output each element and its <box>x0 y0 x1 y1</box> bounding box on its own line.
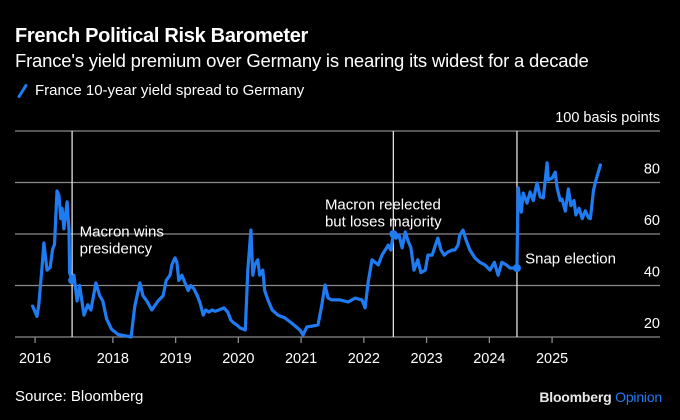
x-tick-label: 2018 <box>97 351 129 367</box>
y-tick-label: 80 <box>644 162 660 178</box>
y-axis: 100 basis points 80 60 40 20 <box>555 110 660 332</box>
x-tick-label: 2023 <box>410 351 442 367</box>
x-axis: 2016 2018 2019 2020 2021 2022 2023 2024 2025 <box>19 337 568 367</box>
annotation-label: Macron wins <box>80 224 164 241</box>
brand-logo: Bloomberg Opinion <box>539 389 662 405</box>
legend: France 10-year yield spread to Germany <box>15 82 304 99</box>
annotation-label: but loses majority <box>325 214 442 231</box>
source-note: Source: Bloomberg <box>15 388 144 405</box>
y-tick-label: 20 <box>644 316 660 332</box>
x-tick-label: 2024 <box>473 351 505 367</box>
y-tick-label: 40 <box>644 265 660 281</box>
annotation-marker <box>389 230 398 238</box>
annotation-marker <box>68 276 77 285</box>
x-tick-label: 2016 <box>19 351 51 367</box>
legend-label: France 10-year yield spread to Germany <box>35 82 305 99</box>
annotation-label: presidency <box>80 241 153 258</box>
series-layer <box>30 161 603 339</box>
annotation-label: Macron reelected <box>325 197 441 214</box>
x-tick-label: 2020 <box>222 351 254 367</box>
x-tick-label: 2022 <box>348 351 380 367</box>
annotation-marker <box>512 263 521 272</box>
annotation-label: Snap election <box>525 251 616 268</box>
chart-subtitle: France's yield premium over Germany is n… <box>15 50 589 71</box>
x-tick-label: 2025 <box>536 351 568 367</box>
y-tick-label: 60 <box>644 213 660 229</box>
chart-title: French Political Risk Barometer <box>15 25 309 47</box>
y-tick-label: 100 basis points <box>555 110 660 126</box>
x-tick-label: 2019 <box>159 351 191 367</box>
brand-main: Bloomberg <box>539 389 612 405</box>
series-line <box>30 161 603 339</box>
x-tick-label: 2021 <box>285 351 317 367</box>
brand-accent: Opinion <box>615 389 662 405</box>
